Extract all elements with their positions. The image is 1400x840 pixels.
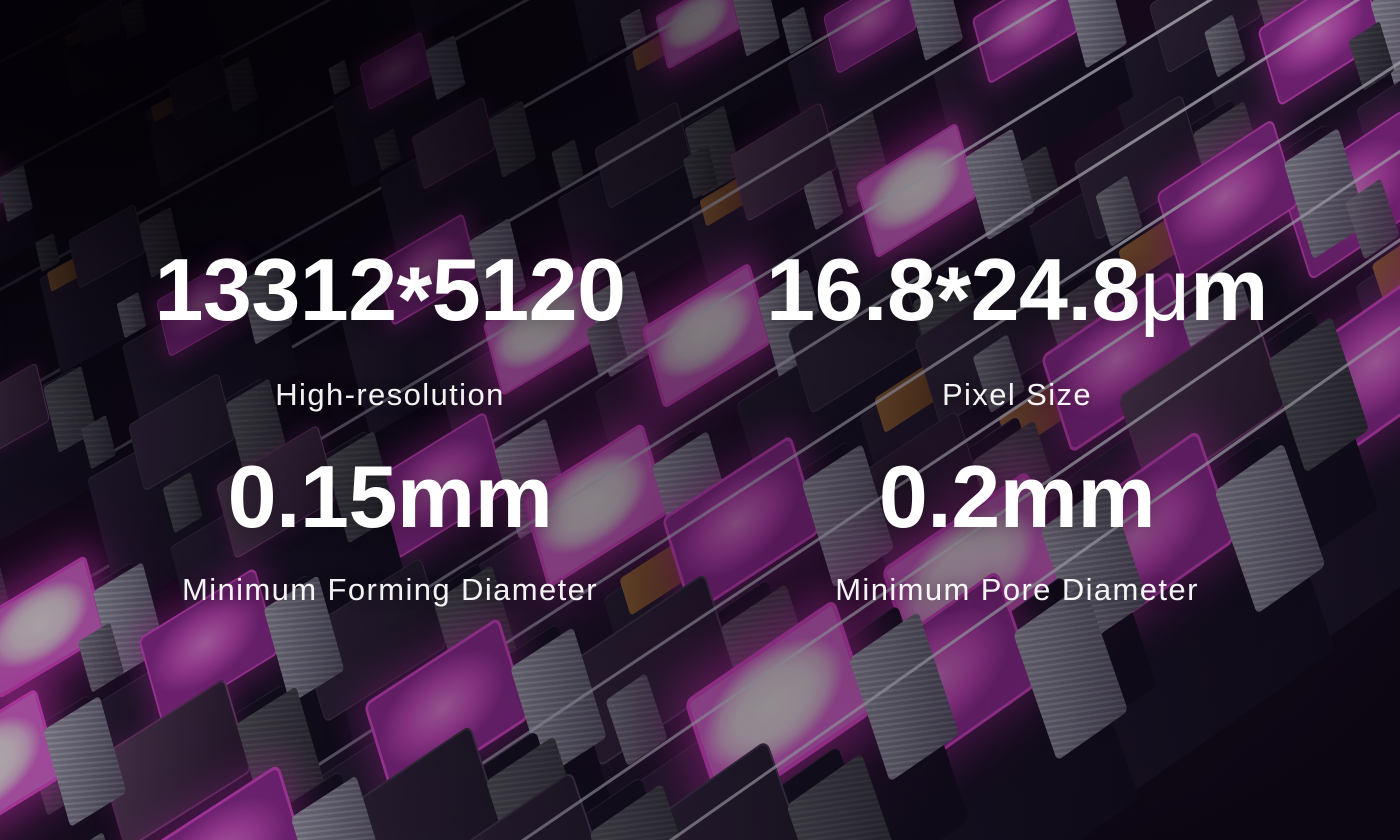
module-clip-small <box>328 58 352 95</box>
